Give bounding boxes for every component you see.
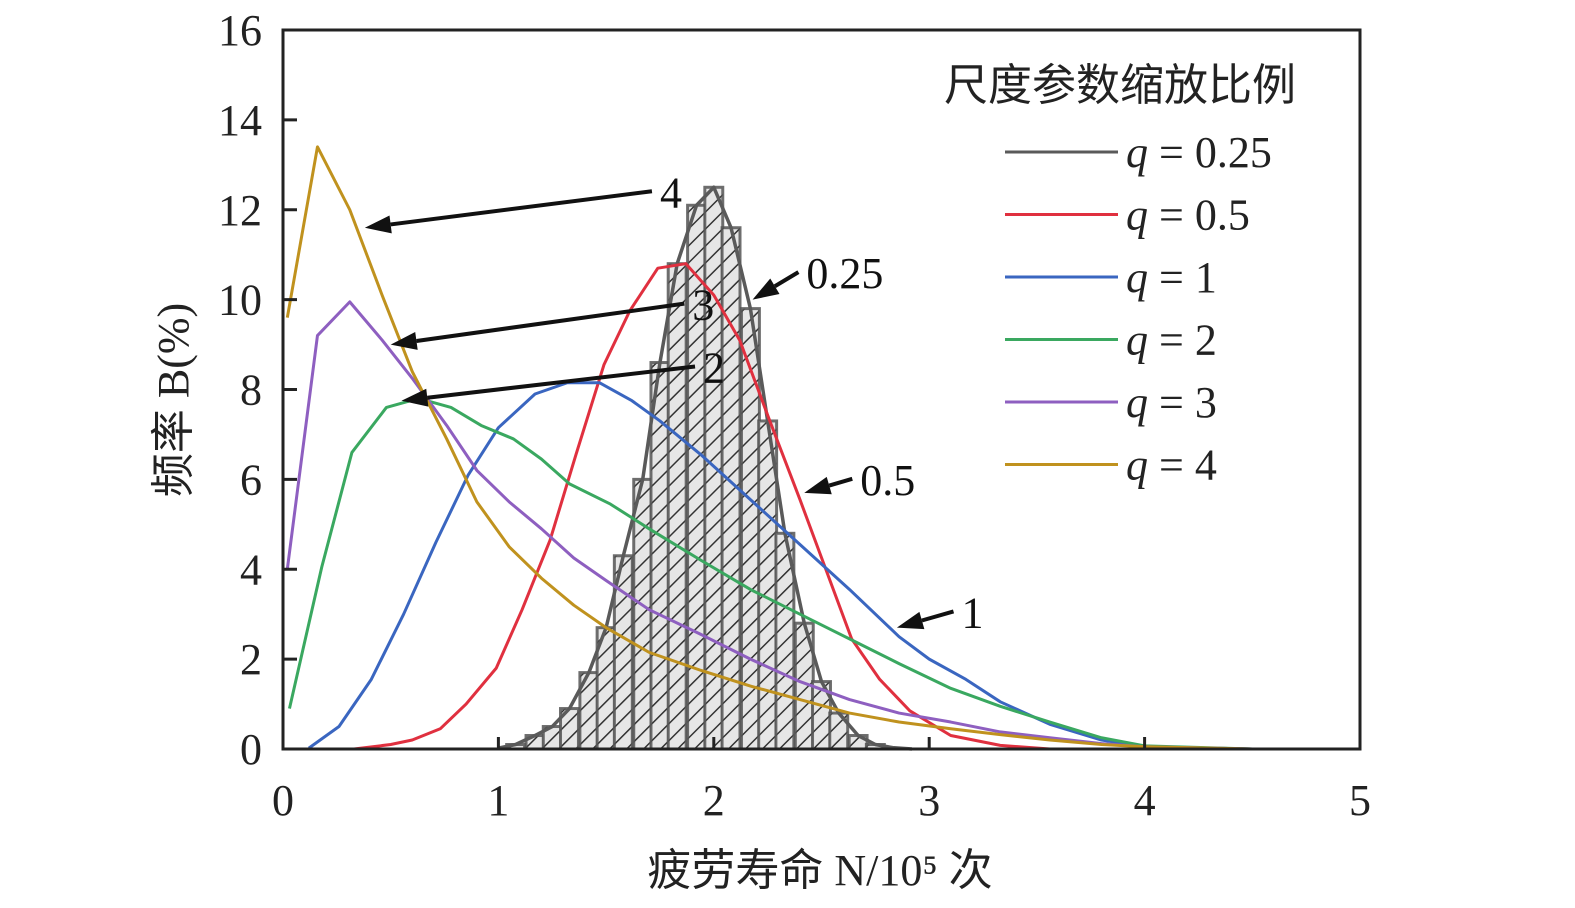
annotation-arrow-shaft xyxy=(828,476,853,488)
series-line-q0.5 xyxy=(353,262,1050,751)
annotation-arrow-shaft xyxy=(416,301,685,343)
legend: 尺度参数缩放比例 q = 0.25 q = 0.5 q = 1 q = 2 q = 3 q… xyxy=(944,61,1296,490)
legend-label: q = 0.5 xyxy=(1126,191,1250,240)
annotation-arrow-shaft xyxy=(390,189,653,227)
annotations: 4 3 2 0.25 0.5 1 xyxy=(364,168,984,637)
series-line-q0.25 xyxy=(498,185,913,751)
y-axis-label: 频率 B(%) xyxy=(149,303,198,497)
annotation-label: 0.25 xyxy=(806,249,883,298)
x-tick-label: 1 xyxy=(487,776,509,825)
annotation-arrow-icon xyxy=(401,388,429,407)
annotation: 4 xyxy=(364,168,682,234)
x-tick-label: 0 xyxy=(272,776,294,825)
annotation: 2 xyxy=(401,344,725,407)
x-tick-label: 5 xyxy=(1349,776,1371,825)
series-line-q3 xyxy=(285,300,1253,751)
legend-label: q = 0.25 xyxy=(1126,128,1272,177)
annotation: 3 xyxy=(390,281,714,350)
x-tick-label: 3 xyxy=(918,776,940,825)
x-tick-label: 4 xyxy=(1134,776,1156,825)
legend-entry: q = 2 xyxy=(1005,316,1217,365)
legend-entry: q = 1 xyxy=(1005,253,1217,302)
x-tick-label: 2 xyxy=(703,776,725,825)
annotation: 0.25 xyxy=(752,249,883,300)
legend-title: 尺度参数缩放比例 xyxy=(944,61,1296,110)
annotation-arrow-icon xyxy=(390,332,418,350)
annotation-label: 1 xyxy=(962,588,984,637)
y-tick-label: 14 xyxy=(218,96,262,145)
legend-label: q = 3 xyxy=(1126,378,1217,427)
legend-label: q = 2 xyxy=(1126,316,1217,365)
annotation: 0.5 xyxy=(804,456,915,505)
legend-label: q = 4 xyxy=(1126,441,1217,490)
annotation-arrow-icon xyxy=(804,476,832,495)
annotation-arrow-shaft xyxy=(773,270,800,288)
legend-entry: q = 0.25 xyxy=(1005,128,1272,177)
annotation-label: 2 xyxy=(703,344,725,393)
x-axis-label: 疲劳寿命 N/10⁵ 次 xyxy=(647,846,992,895)
annotation-arrow-icon xyxy=(364,215,392,234)
annotation-arrow-shaft xyxy=(921,609,955,623)
annotation-arrow-shaft xyxy=(427,364,696,400)
legend-entry: q = 3 xyxy=(1005,378,1217,427)
annotation-label: 3 xyxy=(692,281,714,330)
annotation-arrow-icon xyxy=(752,278,780,300)
y-tick-label: 6 xyxy=(240,455,262,504)
y-tick-label: 0 xyxy=(240,725,262,774)
histogram-bar xyxy=(666,262,688,751)
histogram xyxy=(505,185,886,751)
y-tick-label: 16 xyxy=(218,6,262,55)
annotation-arrow-icon xyxy=(896,611,925,630)
legend-entry: q = 4 xyxy=(1005,441,1217,490)
y-tick-label: 10 xyxy=(218,276,262,325)
series-line-q1 xyxy=(307,381,1253,751)
y-tick-label: 12 xyxy=(218,186,262,235)
annotation-label: 4 xyxy=(660,168,682,217)
y-tick-label: 2 xyxy=(240,635,262,684)
annotation-label: 0.5 xyxy=(860,456,915,505)
y-tick-label: 4 xyxy=(240,545,262,594)
y-tick-label: 8 xyxy=(240,366,262,415)
annotation: 1 xyxy=(896,588,984,637)
legend-label: q = 1 xyxy=(1126,253,1217,302)
legend-entry: q = 0.5 xyxy=(1005,191,1250,240)
